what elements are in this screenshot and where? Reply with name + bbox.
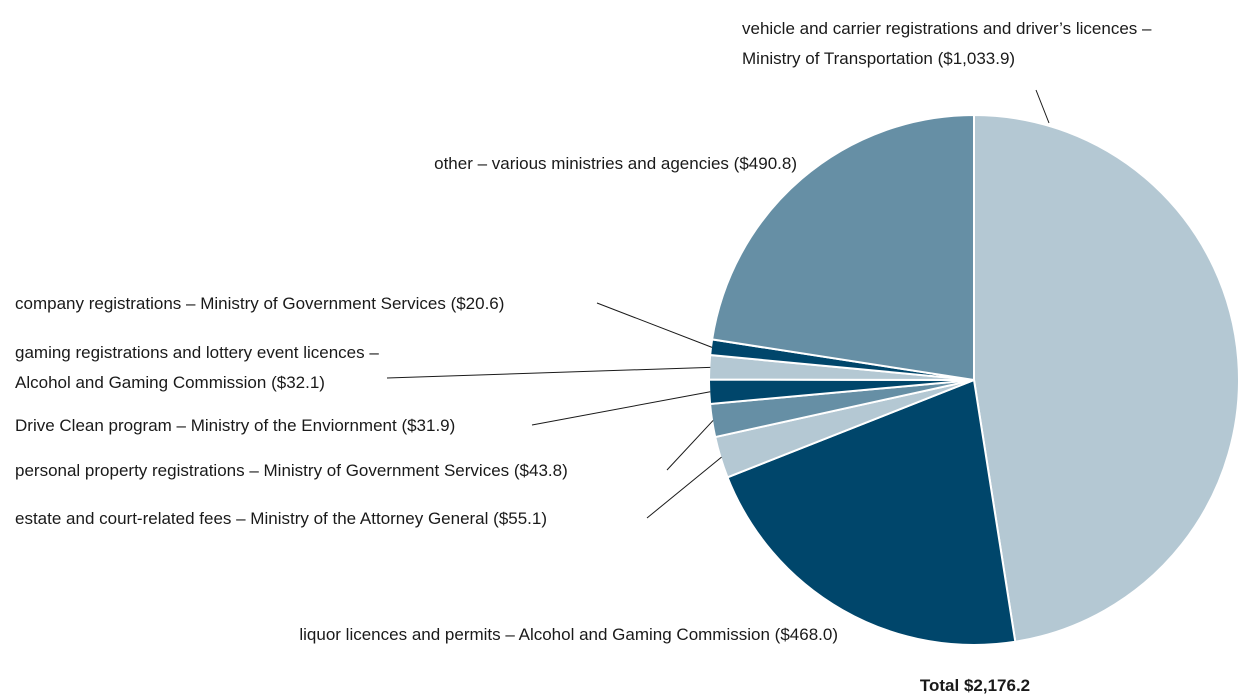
value-label: ($43.8) — [513, 461, 568, 480]
value-label: ($20.6) — [450, 294, 505, 313]
category-name: Drive Clean program – Ministry of the En… — [15, 416, 397, 435]
category-name: personal property registrations – Minist… — [15, 461, 510, 480]
value-label: ($468.0) — [774, 625, 838, 644]
category-name: vehicle and carrier registrations and dr… — [742, 19, 1152, 68]
slice-label: company registrations – Ministry of Gove… — [15, 289, 504, 319]
value-label: ($32.1) — [271, 373, 325, 392]
category-name: company registrations – Ministry of Gove… — [15, 294, 446, 313]
value-label: ($31.9) — [401, 416, 456, 435]
leader-line — [531, 391, 711, 426]
slice-label: other – various ministries and agencies … — [434, 149, 797, 179]
pie-slice — [710, 113, 975, 382]
leader-line — [1035, 89, 1050, 124]
leader-line — [666, 420, 714, 471]
slice-label: vehicle and carrier registrations and dr… — [742, 14, 1151, 74]
leader-line — [646, 456, 722, 519]
value-label: ($490.8) — [733, 154, 797, 173]
slice-label: gaming registrations and lottery event l… — [15, 338, 379, 398]
pie-slice — [973, 113, 1239, 643]
slice-label: Drive Clean program – Ministry of the En… — [15, 411, 455, 441]
category-name: other – various ministries and agencies — [434, 154, 729, 173]
slice-label: personal property registrations – Minist… — [15, 456, 568, 486]
slice-label: liquor licences and permits – Alcohol an… — [299, 620, 838, 650]
leader-line — [386, 366, 711, 379]
value-label: ($55.1) — [493, 509, 548, 528]
category-name: gaming registrations and lottery event l… — [15, 343, 379, 392]
total-label: Total $2,176.2 — [919, 676, 1031, 695]
value-label: ($1,033.9) — [937, 49, 1016, 68]
slice-label: estate and court-related fees – Ministry… — [15, 504, 547, 534]
category-name: estate and court-related fees – Ministry… — [15, 509, 489, 528]
category-name: liquor licences and permits – Alcohol an… — [299, 625, 770, 644]
pie-slice — [726, 378, 1017, 646]
leader-line — [596, 302, 713, 348]
